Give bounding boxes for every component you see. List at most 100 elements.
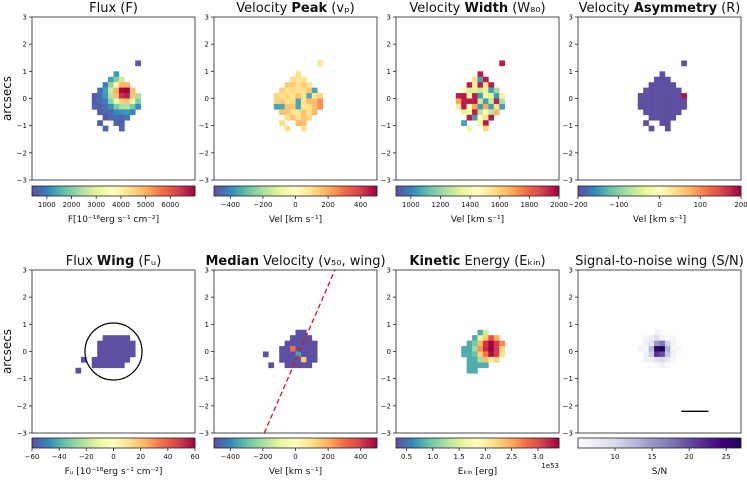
- colorbar-segment: [485, 438, 489, 448]
- colorbar-segment: [735, 438, 739, 448]
- colorbar-segment: [463, 186, 468, 196]
- title-bold: Median: [205, 254, 259, 269]
- y-tick-label: −3: [199, 177, 209, 185]
- colorbar-segment: [349, 186, 353, 196]
- pixel: [102, 109, 109, 116]
- colorbar-segment: [545, 186, 549, 196]
- pixel: [290, 356, 296, 363]
- pixel: [300, 114, 307, 121]
- colorbar-segment: [697, 438, 701, 448]
- colorbar-segment: [246, 186, 250, 196]
- y-tick-label: −3: [381, 177, 391, 185]
- colorbar-segment: [548, 438, 552, 448]
- colorbar-segment: [673, 186, 677, 196]
- pixel: [493, 93, 500, 99]
- colorbar-segment: [97, 438, 101, 448]
- colorbar-segment: [252, 186, 256, 196]
- pixel: [102, 362, 109, 369]
- colorbar-tick-label: 1.5: [454, 453, 465, 461]
- colorbar-segment: [735, 186, 739, 196]
- pixel: [472, 82, 478, 88]
- pixel: [659, 71, 666, 78]
- panel-v50: 3 2 1 0 −1 −2 −3 Median Velocity (v₅₀, wing) −40…: [199, 254, 386, 477]
- y-tick-label: 2: [23, 41, 27, 49]
- colorbar-segment: [694, 186, 698, 196]
- pixel: [295, 76, 302, 83]
- colorbar-segment: [78, 186, 82, 196]
- colorbar-segment: [341, 186, 345, 196]
- pixel: [113, 87, 120, 94]
- pixel: [102, 340, 109, 347]
- colorbar-segment: [216, 438, 220, 448]
- colorbar-segment: [67, 186, 71, 196]
- pixel: [648, 114, 655, 121]
- y-tick-label: 0: [387, 95, 391, 103]
- pixel: [466, 125, 473, 132]
- pixel: [108, 114, 114, 121]
- y-tick-label: −3: [199, 430, 209, 438]
- pixel: [113, 82, 120, 88]
- pixel: [664, 109, 671, 116]
- colorbar-label: F[10⁻¹⁸erg s⁻¹ cm⁻²]: [68, 215, 159, 225]
- colorbar-segment: [102, 438, 106, 448]
- pixel: [268, 362, 275, 369]
- colorbar-segment: [165, 186, 169, 196]
- colorbar-segment: [363, 186, 367, 196]
- pixel: [102, 346, 109, 352]
- pixel: [477, 71, 484, 78]
- colorbar-segment: [461, 438, 465, 448]
- pixel: [659, 87, 666, 94]
- colorbar-segment: [705, 186, 709, 196]
- colorbar-segment: [97, 186, 101, 196]
- pixel: [118, 76, 125, 83]
- colorbar-segment: [453, 438, 457, 448]
- colorbar-tick-label: 40: [163, 453, 172, 461]
- colorbar-segment: [51, 438, 55, 448]
- colorbar-segment: [662, 186, 666, 196]
- pixel: [654, 362, 660, 369]
- pixel: [108, 98, 114, 105]
- pixel: [664, 356, 671, 363]
- colorbar-tick-label: 0: [293, 453, 297, 461]
- colorbar-segment: [730, 438, 734, 448]
- colorbar-segment: [654, 186, 658, 196]
- pixel: [659, 120, 666, 126]
- colorbar-segment: [404, 438, 408, 448]
- pixel: [675, 346, 682, 352]
- panel-title: Signal-to-noise wing (S/N): [575, 254, 744, 269]
- colorbar-segment: [512, 186, 516, 196]
- pixel: [124, 98, 131, 105]
- colorbar-segment: [360, 438, 364, 448]
- colorbar-tick-label: 1000: [38, 201, 56, 209]
- colorbar-segment: [72, 186, 76, 196]
- colorbar-segment: [396, 186, 400, 196]
- y-tick-label: 1: [205, 321, 209, 329]
- colorbar-tick-label: 100: [694, 201, 707, 209]
- pixel: [311, 93, 318, 99]
- colorbar-tick-label: 20: [685, 453, 694, 461]
- colorbar-segment: [664, 186, 669, 196]
- pixel: [284, 114, 291, 121]
- colorbar-segment: [597, 186, 601, 196]
- colorbar-segment: [86, 438, 90, 448]
- colorbar-segment: [110, 186, 114, 196]
- pixel: [488, 340, 495, 347]
- pixel: [648, 351, 655, 358]
- pixel: [124, 103, 131, 110]
- colorbar-segment: [118, 438, 123, 448]
- pixel: [488, 93, 495, 99]
- pixel: [102, 93, 109, 99]
- colorbar-segment: [472, 438, 476, 448]
- colorbar-segment: [539, 438, 544, 448]
- pixel: [135, 98, 141, 105]
- colorbar-segment: [162, 438, 166, 448]
- colorbar-segment: [632, 438, 636, 448]
- pixel-map: [461, 329, 505, 374]
- pixel: [97, 109, 103, 116]
- pixel: [664, 114, 671, 121]
- colorbar-segment: [64, 438, 68, 448]
- panel-w80: 3 2 1 0 −1 −2 −3 Velocity Width (W₈₀) 1000 1200 14…: [381, 1, 568, 225]
- colorbar-segment: [189, 186, 193, 196]
- pixel: [290, 109, 296, 116]
